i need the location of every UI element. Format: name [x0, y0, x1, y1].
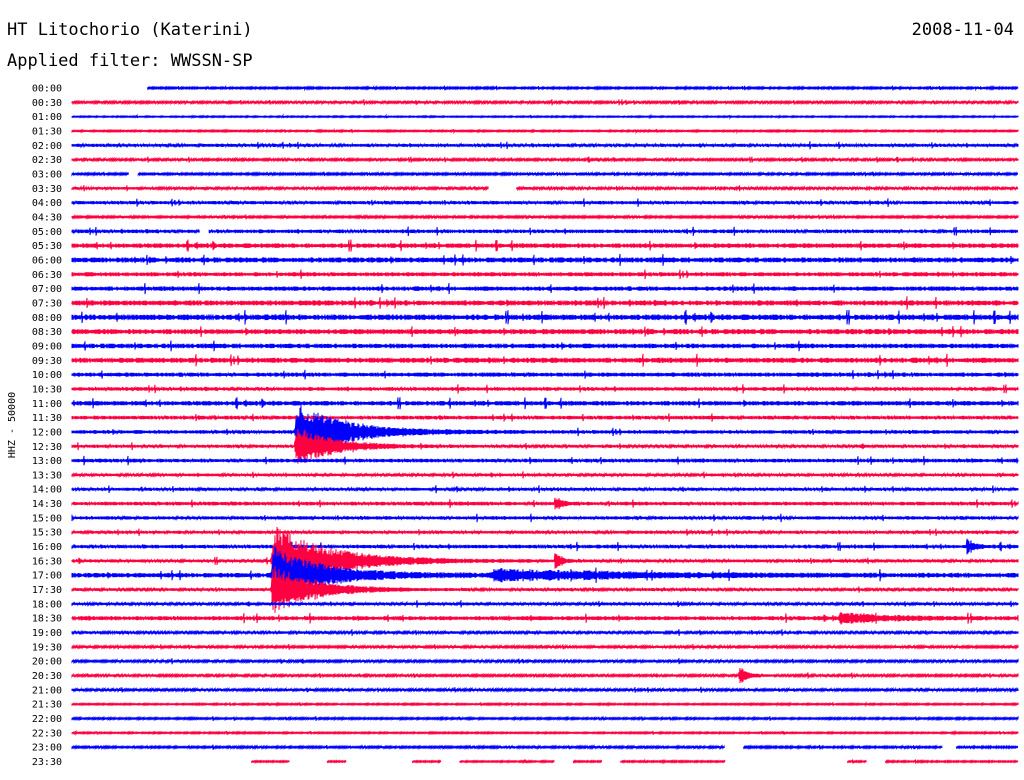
time-label: 07:30: [32, 298, 62, 309]
time-label: 21:30: [32, 700, 62, 711]
time-label: 00:30: [32, 98, 62, 109]
time-label: 11:30: [32, 413, 62, 424]
time-label: 23:30: [32, 757, 62, 768]
time-label: 19:30: [32, 642, 62, 653]
time-label: 22:30: [32, 728, 62, 739]
time-label: 12:30: [32, 442, 62, 453]
time-label: 08:30: [32, 327, 62, 338]
time-label: 15:00: [32, 513, 62, 524]
time-label: 16:00: [32, 542, 62, 553]
time-label: 23:00: [32, 743, 62, 754]
time-label: 21:00: [32, 685, 62, 696]
time-label: 04:30: [32, 212, 62, 223]
time-label: 18:00: [32, 599, 62, 610]
filter-label: Applied filter: WWSSN-SP: [7, 51, 253, 71]
time-label: 14:00: [32, 485, 62, 496]
time-label: 02:30: [32, 155, 62, 166]
time-label: 20:00: [32, 657, 62, 668]
time-label: 07:00: [32, 284, 62, 295]
time-label: 06:00: [32, 255, 62, 266]
time-label: 19:00: [32, 628, 62, 639]
time-label: 03:00: [32, 169, 62, 180]
time-label: 12:00: [32, 427, 62, 438]
time-label: 20:30: [32, 671, 62, 682]
time-label: 06:30: [32, 270, 62, 281]
time-label: 17:30: [32, 585, 62, 596]
time-label: 10:00: [32, 370, 62, 381]
time-label: 17:00: [32, 571, 62, 582]
time-label: 05:00: [32, 227, 62, 238]
time-label: 09:00: [32, 341, 62, 352]
date-label: 2008-11-04: [911, 20, 1014, 40]
time-label: 15:30: [32, 528, 62, 539]
time-label: 13:00: [32, 456, 62, 467]
time-label: 11:00: [32, 399, 62, 410]
time-label: 09:30: [32, 356, 62, 367]
time-label: 01:30: [32, 126, 62, 137]
time-label: 01:00: [32, 112, 62, 123]
time-label: 14:30: [32, 499, 62, 510]
time-label: 10:30: [32, 384, 62, 395]
time-label: 16:30: [32, 556, 62, 567]
time-label: 08:00: [32, 313, 62, 324]
y-axis-label: HHZ - 50000: [7, 392, 18, 458]
time-label: 04:00: [32, 198, 62, 209]
time-label: 02:00: [32, 141, 62, 152]
time-label: 03:30: [32, 184, 62, 195]
time-label: 00:00: [32, 84, 62, 95]
time-label: 05:30: [32, 241, 62, 252]
time-label: 18:30: [32, 614, 62, 625]
time-label: 22:00: [32, 714, 62, 725]
time-label: 13:30: [32, 470, 62, 481]
station-title: HT Litochorio (Katerini): [7, 20, 253, 40]
